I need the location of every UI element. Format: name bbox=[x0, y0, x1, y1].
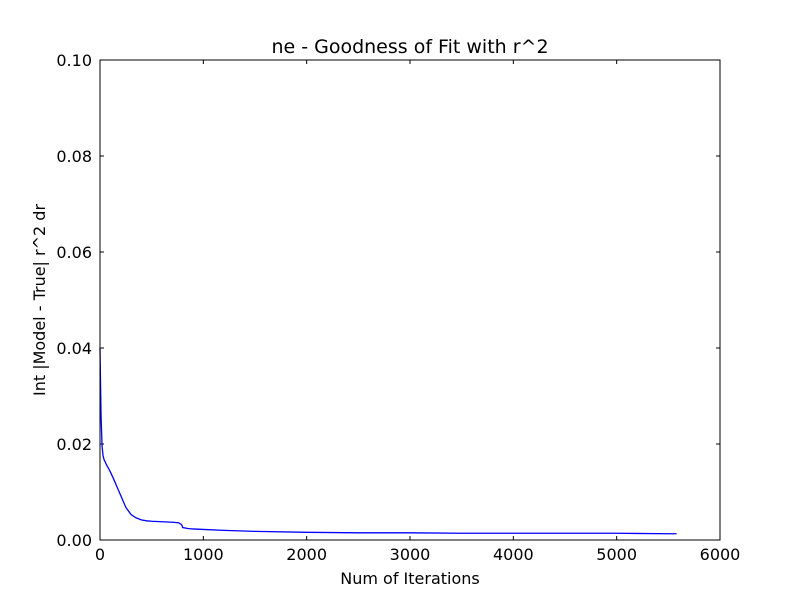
y-tick-label: 0.00 bbox=[56, 531, 92, 550]
x-tick-label: 1000 bbox=[183, 545, 224, 564]
series-line bbox=[99, 347, 677, 535]
y-tick-label: 0.02 bbox=[56, 435, 92, 454]
x-tick-label: 5000 bbox=[596, 545, 637, 564]
y-tick-label: 0.10 bbox=[56, 51, 92, 70]
y-tick-label: 0.04 bbox=[56, 339, 92, 358]
y-axis-ticks: 0.00 0.02 0.04 0.06 0.08 0.10 bbox=[56, 51, 720, 550]
x-axis-label: Num of Iterations bbox=[340, 569, 480, 588]
chart-title: ne - Goodness of Fit with r^2 bbox=[271, 36, 548, 58]
x-tick-label: 6000 bbox=[700, 545, 741, 564]
plot-frame bbox=[99, 59, 721, 541]
x-axis-ticks: 0 1000 2000 3000 4000 5000 6000 bbox=[95, 60, 740, 564]
y-tick-label: 0.08 bbox=[56, 147, 92, 166]
x-tick-label: 3000 bbox=[390, 545, 431, 564]
x-tick-label: 0 bbox=[95, 545, 105, 564]
y-tick-label: 0.06 bbox=[56, 243, 92, 262]
x-tick-label: 4000 bbox=[493, 545, 534, 564]
x-tick-label: 2000 bbox=[286, 545, 327, 564]
y-axis-label: Int |Model - True| r^2 dr bbox=[30, 204, 49, 396]
